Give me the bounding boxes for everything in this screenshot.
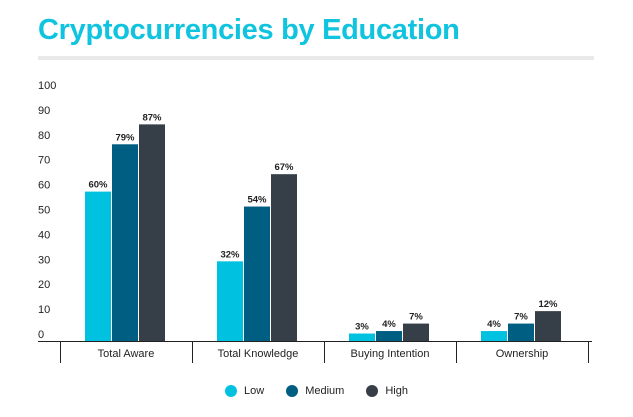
data-label: 4% bbox=[382, 319, 396, 330]
legend-item-high[interactable]: High bbox=[366, 385, 408, 397]
data-label: 79% bbox=[115, 132, 135, 143]
bar bbox=[508, 323, 534, 341]
y-tick-label: 30 bbox=[38, 254, 50, 266]
bar bbox=[112, 144, 138, 341]
legend-label-high: High bbox=[385, 385, 408, 397]
bar bbox=[481, 331, 507, 341]
y-tick-label: 70 bbox=[38, 155, 50, 167]
bar bbox=[535, 311, 561, 341]
bar bbox=[271, 174, 297, 341]
data-label: 32% bbox=[220, 249, 240, 260]
data-label: 87% bbox=[142, 112, 162, 123]
legend-swatch-high bbox=[366, 385, 379, 397]
bar bbox=[139, 124, 165, 342]
data-label: 7% bbox=[514, 312, 528, 323]
data-label: 12% bbox=[538, 299, 558, 310]
bar bbox=[217, 261, 243, 341]
bar bbox=[376, 331, 402, 341]
data-label: 4% bbox=[487, 319, 501, 330]
y-tick-label: 0 bbox=[38, 329, 44, 341]
page-title: Cryptocurrencies by Education bbox=[38, 14, 460, 46]
category-label: Total Aware bbox=[98, 348, 155, 360]
data-label: 54% bbox=[247, 195, 267, 206]
y-tick-label: 10 bbox=[38, 304, 50, 316]
legend-item-medium[interactable]: Medium bbox=[286, 385, 344, 397]
bar bbox=[85, 191, 111, 341]
y-tick-label: 80 bbox=[38, 130, 50, 142]
legend-label-medium: Medium bbox=[305, 385, 345, 397]
y-tick-label: 40 bbox=[38, 229, 50, 241]
category-label: Ownership bbox=[496, 348, 549, 360]
y-tick-label: 50 bbox=[38, 205, 50, 217]
legend-swatch-low bbox=[225, 385, 238, 397]
y-tick-label: 60 bbox=[38, 180, 50, 192]
category-label: Total Knowledge bbox=[218, 348, 299, 360]
legend-item-low[interactable]: Low bbox=[225, 385, 264, 397]
bar bbox=[349, 333, 375, 341]
data-label: 7% bbox=[409, 312, 423, 323]
legend-label-low: Low bbox=[244, 385, 265, 397]
legend: Low Medium High bbox=[0, 385, 633, 397]
bar bbox=[403, 323, 429, 341]
y-tick-label: 90 bbox=[38, 105, 50, 117]
bar bbox=[244, 206, 270, 341]
data-label: 67% bbox=[274, 162, 294, 173]
data-label: 3% bbox=[355, 322, 369, 333]
y-tick-label: 100 bbox=[38, 80, 56, 92]
bar-chart: 0 10 20 30 40 50 60 70 80 90 100 60% 79% 87% 32% 54% 67%… bbox=[38, 80, 592, 363]
legend-swatch-medium bbox=[286, 385, 299, 397]
title-divider bbox=[38, 56, 594, 60]
data-label: 60% bbox=[88, 180, 108, 191]
category-label: Buying Intention bbox=[351, 348, 430, 360]
y-tick-label: 20 bbox=[38, 279, 50, 291]
